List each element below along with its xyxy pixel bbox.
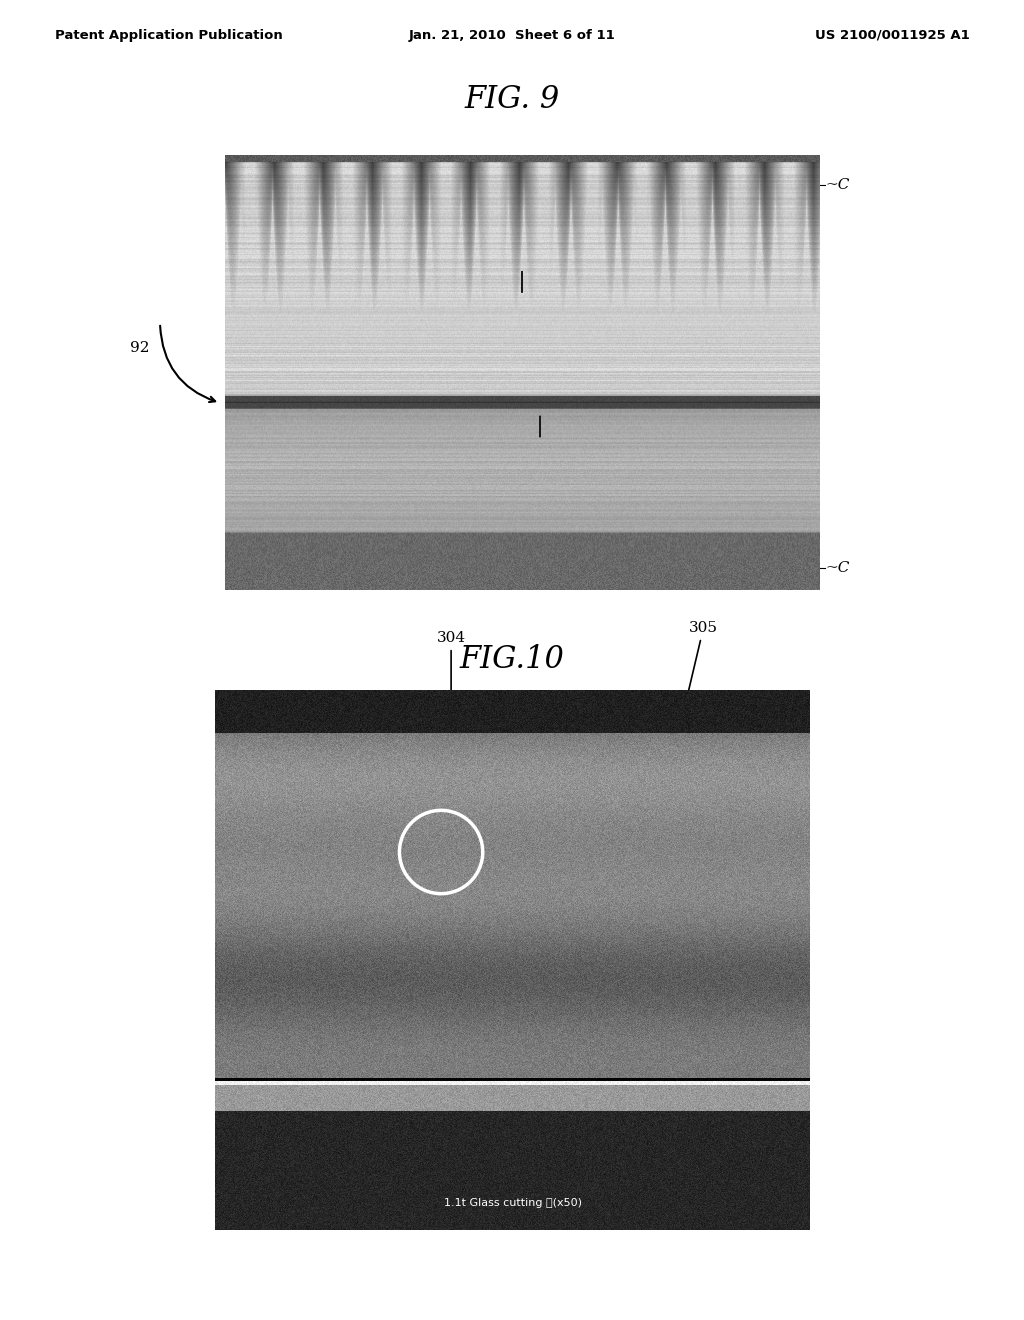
Text: FIG.10: FIG.10 — [460, 644, 564, 676]
Text: Patent Application Publication: Patent Application Publication — [55, 29, 283, 41]
Text: 92: 92 — [130, 341, 150, 355]
Text: ~C: ~C — [825, 561, 849, 576]
Text: FIG. 9: FIG. 9 — [464, 84, 560, 116]
Text: ~C: ~C — [825, 178, 849, 193]
Text: Jan. 21, 2010  Sheet 6 of 11: Jan. 21, 2010 Sheet 6 of 11 — [409, 29, 615, 41]
Text: 304: 304 — [436, 631, 466, 775]
Text: US 2100/0011925 A1: US 2100/0011925 A1 — [815, 29, 970, 41]
Text: 1.1t Glass cutting 輫(x50): 1.1t Glass cutting 輫(x50) — [443, 1199, 582, 1208]
Text: 305: 305 — [674, 620, 718, 752]
